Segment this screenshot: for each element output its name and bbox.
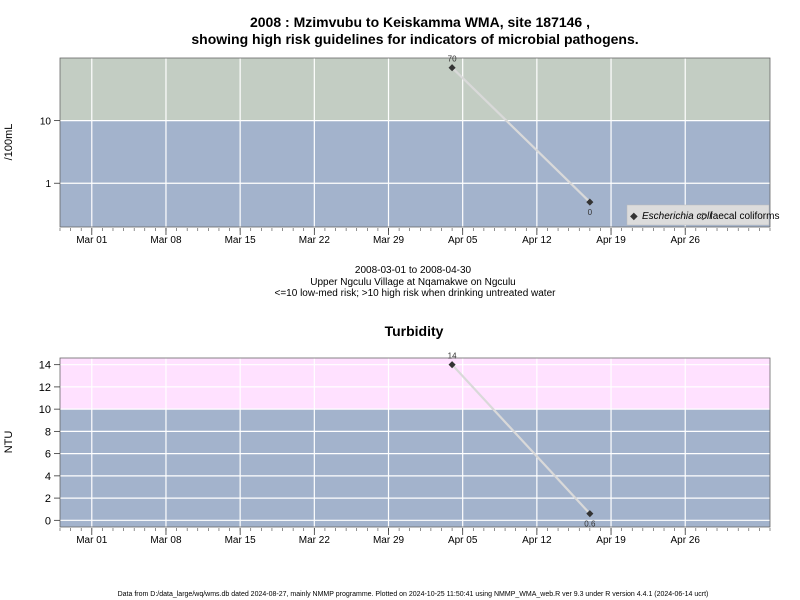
y-axis-label: NTU — [3, 431, 15, 454]
series-line — [451, 363, 591, 515]
x-tick-label: Apr 05 — [448, 535, 478, 546]
y-tick-label: 2 — [45, 493, 51, 505]
data-point-marker — [448, 361, 456, 369]
y-tick-label: 10 — [39, 404, 51, 416]
legend-marker-ecoli: ◆ — [630, 211, 638, 222]
x-axis: Mar 01 Mar 08 Mar 15 Mar 22 Mar 29 Apr 05 Apr … — [59, 228, 771, 246]
risk-guideline-note: <=10 low-med risk; >10 high risk when dr… — [275, 288, 557, 299]
x-tick-label: Mar 15 — [225, 535, 257, 546]
x-tick-label: Mar 29 — [373, 535, 405, 546]
date-range: 2008-03-01 to 2008-04-30 — [355, 265, 472, 276]
y-axis: 0 2 4 6 8 10 12 14 — [39, 360, 60, 527]
x-tick-label: Mar 01 — [76, 535, 108, 546]
x-axis: Mar 01 Mar 08 Mar 15 Mar 22 Mar 29 Apr 05 Apr … — [59, 528, 771, 546]
site-description: Upper Ngculu Village at Nqamakwe on Ngcu… — [310, 277, 515, 288]
legend-item-faecal: faecal coliforms — [710, 211, 779, 222]
microbial-chart: 1 10 Mar 01 Mar 08 Mar 15 Mar 22 Mar 29 Apr 05… — [3, 55, 779, 246]
series-ecoli: 70 0 — [448, 55, 594, 217]
y-axis: 1 10 — [40, 117, 60, 190]
y-tick-label: 0 — [45, 515, 51, 527]
y-tick-label: 14 — [39, 360, 51, 372]
x-tick-label: Mar 08 — [150, 235, 182, 246]
data-label: 0.6 — [584, 520, 596, 529]
top-band-high-risk — [60, 58, 770, 121]
x-tick-label: Apr 19 — [596, 235, 626, 246]
y-tick-label: 6 — [45, 449, 51, 461]
top-band-high-risk — [60, 358, 770, 410]
x-tick-label: Apr 12 — [522, 235, 552, 246]
data-label: 14 — [448, 352, 457, 361]
x-tick-label: Apr 05 — [448, 235, 478, 246]
data-point-marker — [586, 510, 594, 518]
y-tick-label: 8 — [45, 426, 51, 438]
chart-title-line2: showing high risk guidelines for indicat… — [191, 31, 638, 47]
y-tick-label: 10 — [40, 117, 52, 128]
grid-lines — [60, 358, 770, 527]
x-tick-label: Apr 26 — [670, 235, 700, 246]
data-point-marker — [586, 198, 594, 206]
footer-note: Data from D:/data_large/wq/wms.db dated … — [118, 591, 709, 598]
chart-title-line1: 2008 : Mzimvubu to Keiskamma WMA, site 1… — [250, 14, 590, 30]
plot-frame — [59, 57, 771, 228]
y-tick-label: 12 — [39, 382, 51, 394]
y-axis-label: /100mL — [3, 124, 15, 161]
turbidity-title: Turbidity — [385, 323, 444, 339]
data-label: 0 — [588, 208, 593, 217]
series-line — [451, 66, 591, 203]
x-tick-label: Mar 15 — [225, 235, 257, 246]
x-tick-label: Mar 22 — [299, 535, 331, 546]
plot-frame — [59, 357, 771, 528]
x-tick-label: Apr 12 — [522, 535, 552, 546]
y-tick-label: 1 — [45, 179, 51, 190]
data-point-marker — [448, 64, 456, 72]
x-tick-label: Apr 26 — [670, 535, 700, 546]
legend-marker-faecal: ◇ — [699, 211, 707, 222]
y-tick-label: 4 — [45, 471, 51, 483]
x-tick-label: Mar 29 — [373, 235, 405, 246]
legend: ◆ Escherichia coli ◇ faecal coliforms — [626, 204, 779, 226]
grid-lines — [60, 58, 770, 227]
low-band-low-risk — [60, 409, 770, 527]
data-label: 70 — [448, 55, 457, 64]
x-tick-label: Mar 22 — [299, 235, 331, 246]
legend-box — [626, 204, 770, 226]
x-tick-label: Mar 08 — [150, 535, 182, 546]
x-tick-label: Apr 19 — [596, 535, 626, 546]
series-turbidity: 140.6 — [448, 352, 596, 529]
legend-item-ecoli: Escherichia coli — [642, 211, 712, 222]
x-tick-label: Mar 01 — [76, 235, 108, 246]
